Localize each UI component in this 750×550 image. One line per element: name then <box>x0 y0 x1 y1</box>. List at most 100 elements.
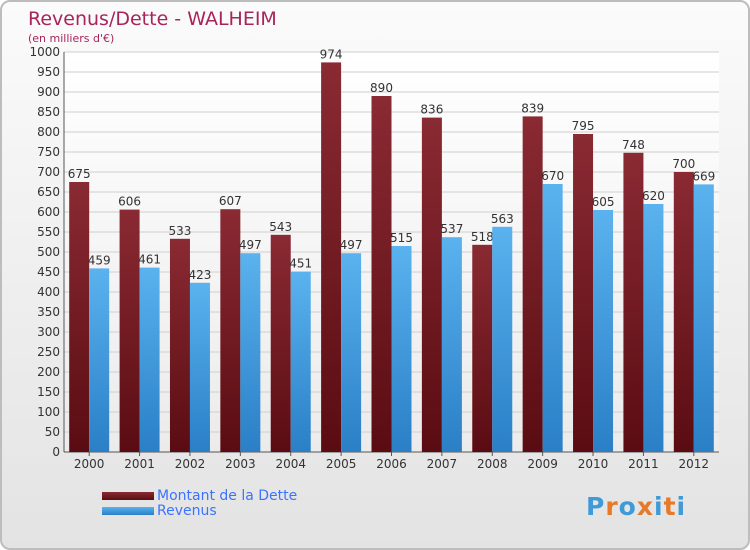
data-label-dette-2006: 890 <box>370 81 393 95</box>
y-tick-label: 50 <box>45 425 60 439</box>
bar-dette-2002 <box>169 238 190 452</box>
x-tick-label: 2012 <box>679 457 710 471</box>
data-label-dette-2004: 543 <box>269 220 292 234</box>
y-tick-label: 850 <box>37 105 60 119</box>
legend-label-dette: Montant de la Dette <box>157 487 298 504</box>
y-tick-label: 100 <box>37 405 60 419</box>
bar-revenus-2000 <box>89 268 110 452</box>
y-tick-label: 750 <box>37 145 60 159</box>
legend-item-dette: Montant de la Dette <box>102 487 298 504</box>
data-label-revenus-2002: 423 <box>189 268 212 282</box>
data-label-revenus-2006: 515 <box>390 231 413 245</box>
bar-revenus-2008 <box>492 226 513 452</box>
data-label-dette-2000: 675 <box>68 167 91 181</box>
data-label-dette-2012: 700 <box>672 157 695 171</box>
y-tick-label: 0 <box>52 445 60 459</box>
y-tick-label: 1000 <box>29 45 60 59</box>
bar-revenus-2006 <box>391 246 412 452</box>
bar-revenus-2001 <box>139 267 160 452</box>
logo-letter: r <box>605 492 619 521</box>
y-tick-label: 200 <box>37 365 60 379</box>
data-label-revenus-2008: 563 <box>491 212 514 226</box>
x-tick-label: 2003 <box>225 457 256 471</box>
data-label-dette-2007: 836 <box>420 103 443 117</box>
bar-dette-2012 <box>673 172 694 452</box>
bar-revenus-2005 <box>341 253 362 452</box>
bar-dette-2003 <box>220 209 241 452</box>
chart-title: Revenus/Dette - WALHEIM <box>28 8 277 30</box>
bar-revenus-2011 <box>643 204 664 452</box>
legend: Montant de la Dette Revenus <box>102 487 298 519</box>
data-label-revenus-2012: 669 <box>692 169 715 183</box>
legend-label-revenus: Revenus <box>157 502 217 519</box>
data-label-revenus-2001: 461 <box>138 253 161 267</box>
data-label-dette-2003: 607 <box>219 194 242 208</box>
y-tick-label: 800 <box>37 125 60 139</box>
data-label-dette-2008: 518 <box>471 230 494 244</box>
data-label-revenus-2004: 451 <box>289 257 312 271</box>
data-label-revenus-2009: 670 <box>541 169 564 183</box>
data-label-revenus-2005: 497 <box>340 238 363 252</box>
logo-letter: i <box>654 492 664 521</box>
bar-revenus-2004 <box>290 271 311 452</box>
y-tick-label: 150 <box>37 385 60 399</box>
y-tick-label: 450 <box>37 265 60 279</box>
y-tick-label: 650 <box>37 185 60 199</box>
x-tick-label: 2004 <box>275 457 306 471</box>
data-label-dette-2002: 533 <box>169 224 192 238</box>
bar-dette-2011 <box>623 152 644 453</box>
y-tick-label: 700 <box>37 165 60 179</box>
chart-subtitle: (en milliers d'€) <box>28 32 115 45</box>
bar-dette-2010 <box>573 134 594 452</box>
bar-dette-2001 <box>119 209 140 452</box>
legend-swatch-dette <box>102 491 154 500</box>
x-tick-label: 2002 <box>175 457 206 471</box>
data-label-revenus-2003: 497 <box>239 238 262 252</box>
bar-dette-2005 <box>321 62 342 453</box>
y-tick-label: 550 <box>37 225 60 239</box>
data-label-revenus-2000: 459 <box>88 253 111 267</box>
y-tick-label: 500 <box>37 245 60 259</box>
data-label-revenus-2011: 620 <box>642 189 665 203</box>
bar-dette-2000 <box>69 182 90 452</box>
bar-revenus-2010 <box>593 210 614 452</box>
x-tick-label: 2001 <box>124 457 155 471</box>
bar-dette-2007 <box>421 117 442 452</box>
logo-letter: i <box>676 492 687 521</box>
y-tick-label: 350 <box>37 305 60 319</box>
legend-item-revenus: Revenus <box>102 502 297 519</box>
y-tick-label: 950 <box>37 65 60 79</box>
x-tick-label: 2000 <box>74 457 105 471</box>
data-label-dette-2005: 974 <box>320 47 343 61</box>
x-tick-label: 2009 <box>527 457 558 471</box>
x-tick-label: 2008 <box>477 457 508 471</box>
bar-revenus-2009 <box>542 184 563 452</box>
logo-letter: x <box>636 492 654 521</box>
bar-dette-2006 <box>371 96 392 452</box>
x-tick-label: 2011 <box>628 457 659 471</box>
bar-revenus-2003 <box>240 253 261 452</box>
y-tick-label: 400 <box>37 285 60 299</box>
bar-revenus-2012 <box>693 184 714 452</box>
logo-letter: P <box>586 492 606 521</box>
logo-letter: t <box>663 492 677 521</box>
y-tick-label: 600 <box>37 205 60 219</box>
y-tick-label: 900 <box>37 85 60 99</box>
data-label-dette-2011: 748 <box>622 138 645 152</box>
x-tick-label: 2007 <box>427 457 458 471</box>
y-tick-label: 300 <box>37 325 60 339</box>
data-label-dette-2001: 606 <box>118 195 141 209</box>
bar-dette-2008 <box>472 244 493 452</box>
proxiti-logo: Proxiti <box>586 492 686 521</box>
legend-swatch-revenus <box>102 506 154 515</box>
data-label-revenus-2010: 605 <box>592 195 615 209</box>
bar-dette-2009 <box>522 116 543 453</box>
x-tick-label: 2005 <box>326 457 357 471</box>
y-tick-label: 250 <box>37 345 60 359</box>
bar-revenus-2007 <box>441 237 462 452</box>
x-tick-label: 2010 <box>578 457 609 471</box>
data-label-dette-2010: 795 <box>572 119 595 133</box>
logo-letter: o <box>618 492 637 521</box>
data-label-dette-2009: 839 <box>521 101 544 115</box>
